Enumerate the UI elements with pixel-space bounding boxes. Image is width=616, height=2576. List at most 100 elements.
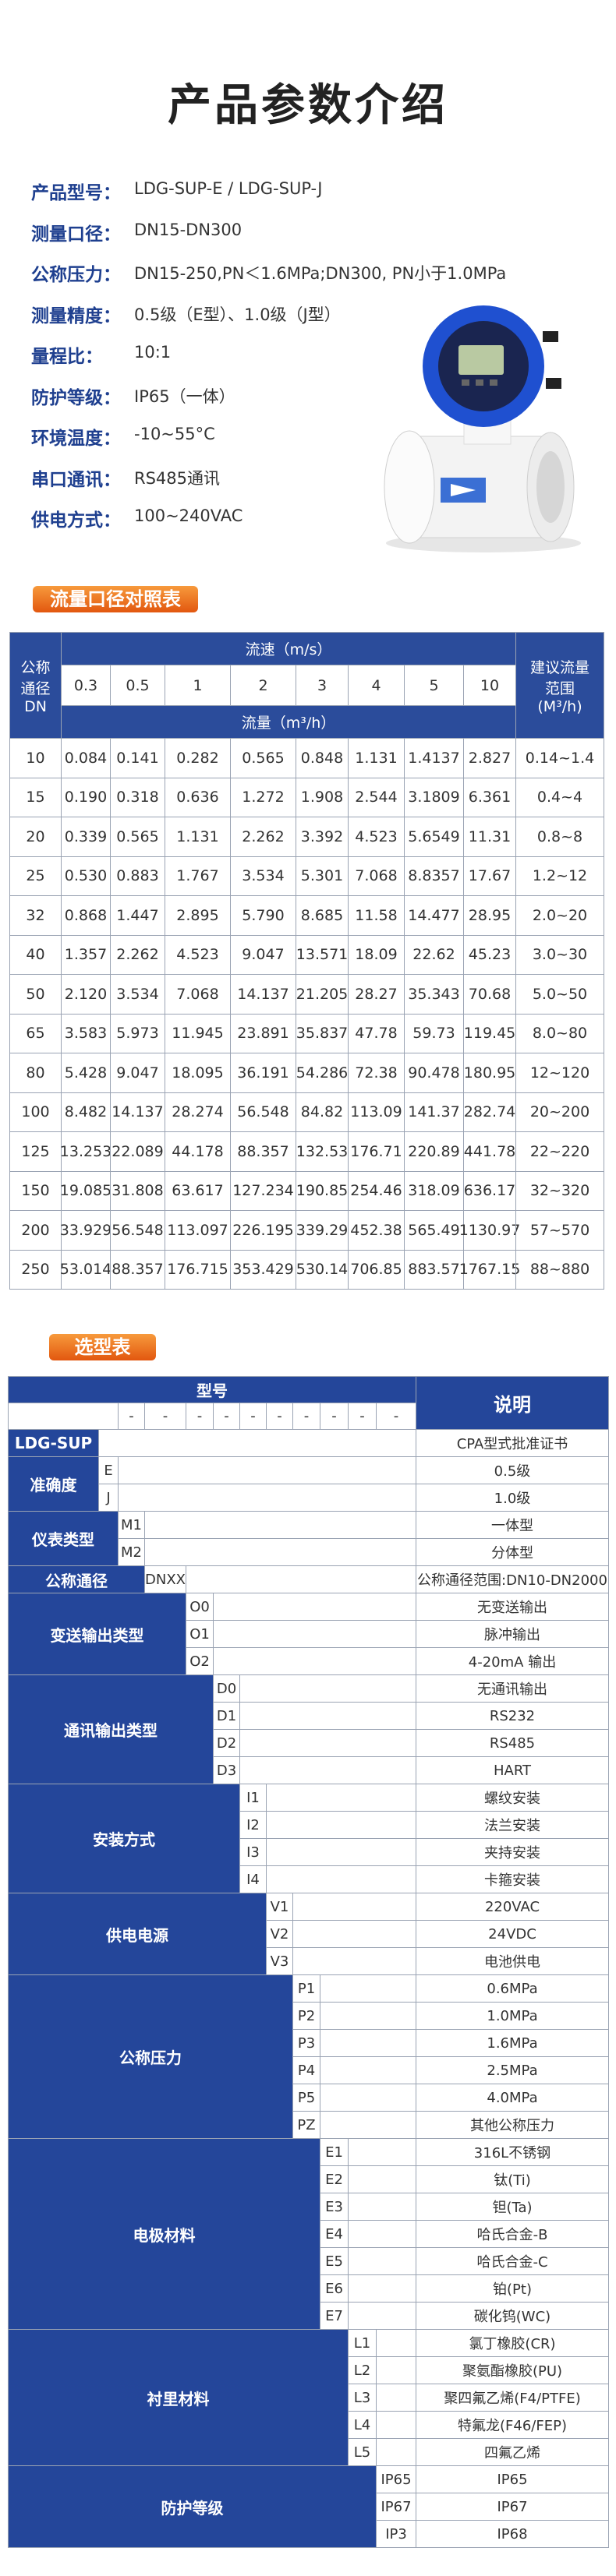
table-cell: 0.868 — [61, 895, 111, 936]
table-cell: 353.429 — [230, 1249, 296, 1290]
table-cell: 0.4~4 — [515, 777, 604, 817]
spec-label: 产品型号： — [31, 183, 121, 203]
table-cell: 180.95 — [463, 1053, 516, 1093]
table-cell: 2.120 — [61, 974, 111, 1015]
model-code: J — [98, 1484, 119, 1512]
option-desc: 1.6MPa — [416, 2029, 609, 2057]
table-cell: 12~120 — [515, 1053, 604, 1093]
table-cell: - — [348, 1403, 377, 1430]
table-cell — [266, 1811, 416, 1839]
model-code: L3 — [348, 2384, 377, 2412]
model-code: L5 — [348, 2438, 377, 2466]
section-tab: 流量口径对照表 — [33, 586, 198, 612]
option-desc: 其他公称压力 — [416, 2111, 609, 2139]
group-label: 公称通径 — [8, 1565, 145, 1593]
spec-label: 串口通讯： — [31, 469, 121, 490]
option-desc: RS485 — [416, 1729, 609, 1757]
table-cell: 176.715 — [165, 1249, 231, 1290]
table-cell: - — [320, 1403, 349, 1430]
model-code: O1 — [186, 1620, 214, 1648]
table-header: 2 — [230, 665, 296, 706]
group-label: 仪表类型 — [8, 1511, 119, 1566]
option-desc: 钽(Ta) — [416, 2193, 609, 2221]
table-cell: 0.339 — [61, 817, 111, 857]
table-cell: - — [144, 1403, 186, 1430]
table-cell: 1.131 — [165, 817, 231, 857]
table-cell — [348, 2138, 416, 2166]
table-cell: 0.883 — [110, 856, 165, 896]
group-label: 供电电源 — [8, 1893, 267, 1975]
option-desc: 卡箍安装 — [416, 1865, 609, 1893]
table-cell: 13.571 — [296, 934, 349, 975]
table-cell: 18.09 — [348, 934, 405, 975]
option-desc: RS232 — [416, 1702, 609, 1730]
model-code: P2 — [292, 2002, 320, 2030]
table-cell: 47.78 — [348, 1013, 405, 1053]
spec-value: IP65（一体） — [134, 386, 235, 406]
group-label: 准确度 — [8, 1456, 99, 1512]
table-cell — [348, 2274, 416, 2303]
group-label: 安装方式 — [8, 1784, 240, 1893]
table-cell: 20~200 — [515, 1092, 604, 1132]
table-cell: 1.272 — [230, 777, 296, 817]
table-cell: 5.428 — [61, 1053, 111, 1093]
model-code: IP3 — [376, 2520, 416, 2548]
model-code: M1 — [118, 1511, 145, 1539]
table-cell — [292, 1947, 416, 1975]
table-cell: 80 — [9, 1053, 62, 1093]
table-cell: 132.53 — [296, 1131, 349, 1172]
table-cell: 7.068 — [165, 974, 231, 1015]
group-label: 防护等级 — [8, 2465, 377, 2548]
table-cell: 20 — [9, 817, 62, 857]
model-code: E1 — [320, 2138, 349, 2166]
table-cell: - — [376, 1403, 416, 1430]
table-cell: 0.8~8 — [515, 817, 604, 857]
table-cell: 3.534 — [230, 856, 296, 896]
table-cell: 636.17 — [463, 1170, 516, 1211]
table-cell: 565.49 — [404, 1210, 464, 1251]
table-cell: - — [239, 1403, 267, 1430]
table-cell — [320, 2029, 416, 2057]
table-cell — [213, 1647, 416, 1675]
table-cell: 7.068 — [348, 856, 405, 896]
option-desc: 钛(Ti) — [416, 2165, 609, 2193]
table-cell: 88.357 — [110, 1249, 165, 1290]
option-desc: 分体型 — [416, 1538, 609, 1566]
table-cell: 200 — [9, 1210, 62, 1251]
table-header: 3 — [296, 665, 349, 706]
table-cell: 22.62 — [404, 934, 464, 975]
table-cell — [8, 1403, 119, 1430]
table-cell: 119.45 — [463, 1013, 516, 1053]
table-cell: 0.848 — [296, 738, 349, 778]
table-cell: 40 — [9, 934, 62, 975]
table-cell: 2.262 — [230, 817, 296, 857]
table-cell: 5.0~50 — [515, 974, 604, 1015]
table-cell: 1130.97 — [459, 1210, 520, 1251]
option-desc: 无通讯输出 — [416, 1674, 609, 1703]
table-cell: 226.195 — [230, 1210, 296, 1251]
table-cell: 3.1809 — [404, 777, 464, 817]
table-cell: 44.178 — [165, 1131, 231, 1172]
option-desc: 夹持安装 — [416, 1838, 609, 1866]
option-desc: IP67 — [416, 2493, 609, 2521]
group-label: 公称压力 — [8, 1974, 293, 2139]
table-cell — [118, 1484, 416, 1512]
model-code: E2 — [320, 2165, 349, 2193]
table-cell — [144, 1538, 416, 1566]
group-label: 电极材料 — [8, 2138, 320, 2330]
spec-value: RS485通讯 — [134, 468, 221, 488]
option-desc: 聚氨酯橡胶(PU) — [416, 2356, 609, 2384]
table-cell: 1.767 — [165, 856, 231, 896]
table-cell: 59.73 — [404, 1013, 464, 1053]
table-cell: 54.286 — [296, 1053, 349, 1093]
spec-value: -10~55°C — [134, 425, 215, 443]
model-code: V2 — [266, 1920, 293, 1948]
model-code: D0 — [213, 1674, 240, 1703]
table-cell: 0.141 — [110, 738, 165, 778]
model-code: O0 — [186, 1593, 214, 1621]
page-title: 产品参数介绍 — [168, 80, 448, 131]
table-cell: 3.534 — [110, 974, 165, 1015]
model-code: E7 — [320, 2302, 349, 2330]
model-code: E6 — [320, 2274, 349, 2303]
table-cell: 21.205 — [296, 974, 349, 1015]
